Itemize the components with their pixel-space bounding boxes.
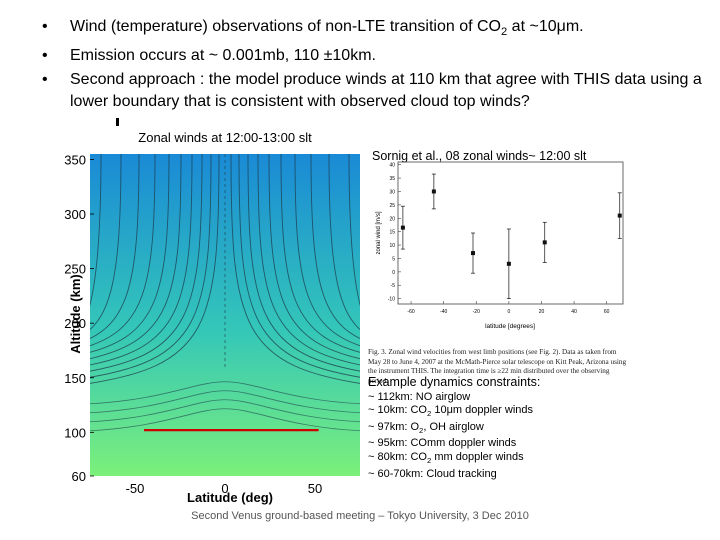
data-point: [400, 225, 405, 230]
constraints-title: Example dynamics constraints:: [368, 375, 541, 389]
contour-line: [238, 154, 360, 378]
bullet-1-text: Wind (temperature) observations of non-L…: [70, 18, 584, 39]
x-axis-ticks: -60 -40 -20 0 20 40 60: [407, 301, 610, 315]
contour-line: [310, 154, 360, 340]
y-axis-label: Altitude (km): [68, 274, 83, 353]
y-tick-label: 60: [72, 469, 86, 484]
y-axis-label: zonal wind [m/s]: [376, 211, 382, 254]
y-tick-label: 300: [64, 207, 86, 222]
contour-line: [90, 154, 156, 347]
zonal-winds-contour-chart: Zonal winds at 12:00-13:00 slt 350 300 250…: [64, 118, 360, 505]
data-points: [400, 173, 622, 299]
contour-line: [90, 408, 360, 432]
tick-mark-decor: [116, 118, 119, 126]
chart-title: Sornig et al., 08 zonal winds~ 12:00 slt: [372, 149, 587, 163]
bullet-list: • Wind (temperature) observations of non…: [42, 16, 702, 115]
x-tick-label: 0: [507, 309, 510, 315]
contour-line: [90, 154, 203, 372]
bullet-3-text: Second approach : the model produce wind…: [70, 71, 702, 111]
bullet-1: • Wind (temperature) observations of non…: [42, 16, 702, 43]
y-tick-label: 100: [64, 425, 86, 440]
data-point: [542, 240, 547, 245]
y-tick-label: 15: [389, 230, 395, 236]
figure-caption: Fig. 3. Zonal wind velocities from west …: [368, 348, 627, 385]
y-tick-label: 200: [64, 316, 86, 331]
y-tick-label: 30: [389, 189, 395, 195]
bullet-3: • Second approach : the model produce wi…: [42, 69, 702, 113]
x-tick-label: 20: [539, 309, 545, 315]
constraint-item: ~ 97km: O2, OH airglow: [368, 420, 484, 435]
bullet-2-text: Emission occurs at ~ 0.001mb, 110 ±10km.: [70, 47, 376, 65]
y-axis-ticks: 350 300 250 200 150 100 60: [64, 152, 94, 484]
contour-line: [90, 381, 360, 405]
x-axis-ticks: -50 0 50: [126, 481, 323, 496]
y-tick-label: 35: [389, 176, 395, 182]
x-tick-label: -20: [473, 309, 480, 315]
y-tick-label: 150: [64, 371, 86, 386]
plot-frame: [397, 161, 624, 305]
bullet-marker: •: [42, 18, 48, 35]
constraint-item: ~ 10km: CO2 10μm doppler winds: [368, 404, 534, 419]
x-tick-label: -60: [407, 309, 414, 315]
contour-line: [90, 154, 182, 360]
y-tick-label: 250: [64, 262, 86, 277]
slide-footer: Second Venus ground-based meeting – Toky…: [191, 510, 529, 522]
x-tick-label: 0: [221, 481, 228, 496]
x-tick-label: 60: [604, 309, 610, 315]
contour-lines: [90, 154, 360, 432]
contour-line: [328, 154, 360, 331]
constraint-item: ~ 95km: COmm doppler winds: [368, 437, 517, 450]
y-tick-label: -10: [388, 297, 395, 303]
x-tick-label: 50: [308, 481, 322, 496]
bullet-marker: •: [42, 47, 48, 65]
constraint-item: ~ 60-70km: Cloud tracking: [368, 467, 497, 480]
contour-line: [90, 154, 212, 378]
constraints-list: Example dynamics constraints: ~ 112km: N…: [368, 375, 698, 481]
data-point: [506, 261, 511, 266]
y-tick-label: 25: [389, 203, 395, 209]
contour-line: [294, 154, 360, 347]
contour-line: [90, 399, 360, 423]
contour-line: [90, 154, 220, 384]
y-tick-label: 350: [64, 152, 86, 167]
contour-line: [230, 154, 360, 384]
contour-line: [268, 154, 360, 360]
bullet-2: • Emission occurs at ~ 0.001mb, 110 ±10k…: [42, 45, 702, 67]
contour-line: [90, 390, 360, 414]
constraint-item: ~ 80km: CO2 mm doppler winds: [368, 450, 524, 466]
contour-line: [90, 154, 193, 366]
y-axis-ticks: 40 35 30 25 20 15 10 5 0 -5 -10: [388, 163, 401, 303]
y-tick-label: 10: [389, 243, 395, 249]
y-tick-label: 40: [389, 163, 395, 169]
contour-line: [90, 154, 122, 331]
y-tick-label: 5: [392, 256, 395, 262]
x-axis-label: latitude [degrees]: [485, 323, 535, 330]
constraint-item: ~ 112km: NO airglow: [368, 390, 471, 403]
data-point: [617, 213, 622, 218]
contour-line: [348, 154, 360, 307]
y-tick-label: 0: [392, 270, 395, 276]
y-tick-label: 20: [389, 216, 395, 222]
x-tick-label: -50: [126, 481, 145, 496]
contour-line: [90, 154, 102, 307]
data-point: [431, 189, 436, 194]
bullet-marker: •: [42, 71, 48, 89]
contour-line: [90, 154, 140, 340]
data-point: [471, 251, 475, 256]
x-axis-label: Latitude (deg): [187, 490, 273, 505]
contour-line: [247, 154, 360, 372]
contour-line: [257, 154, 360, 366]
contour-line: [280, 154, 360, 353]
sornig-wind-chart: Sornig et al., 08 zonal winds~ 12:00 slt…: [372, 149, 624, 330]
x-tick-label: 40: [571, 309, 577, 315]
contour-line: [90, 154, 170, 353]
plot-area: [90, 154, 360, 476]
chart-title: Zonal winds at 12:00-13:00 slt: [138, 130, 312, 145]
x-tick-label: -40: [440, 309, 447, 315]
y-tick-label: -5: [391, 283, 396, 289]
